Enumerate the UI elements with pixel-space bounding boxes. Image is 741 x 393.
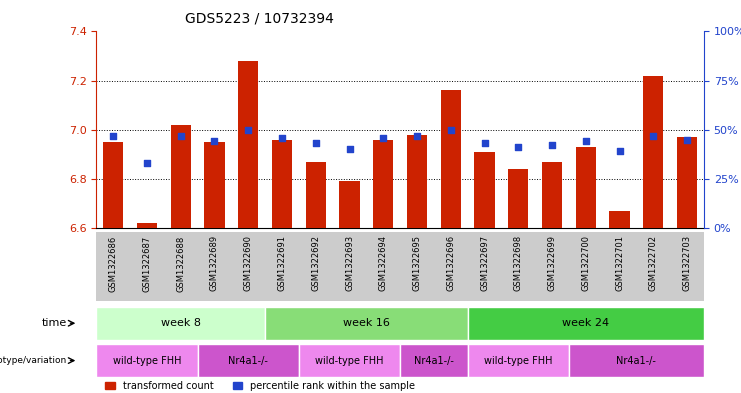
Text: GSM1322703: GSM1322703 (682, 235, 691, 292)
Text: GSM1322694: GSM1322694 (379, 235, 388, 291)
Text: time: time (41, 318, 67, 328)
Bar (643, 76, 663, 228)
Bar (508, 169, 528, 228)
Text: GSM1322687: GSM1322687 (142, 235, 151, 292)
Text: GSM1322699: GSM1322699 (548, 235, 556, 291)
Text: GSM1322701: GSM1322701 (615, 235, 624, 291)
Bar (407, 135, 427, 228)
Bar (205, 142, 225, 228)
Text: week 24: week 24 (562, 318, 609, 328)
Text: GSM1322691: GSM1322691 (277, 235, 287, 291)
Point (107, 132, 119, 139)
Bar (474, 152, 495, 228)
Text: GSM1322692: GSM1322692 (311, 235, 320, 291)
Text: GSM1322689: GSM1322689 (210, 235, 219, 292)
Point (681, 136, 693, 143)
Point (445, 127, 456, 133)
Point (310, 140, 322, 147)
Text: GSM1322697: GSM1322697 (480, 235, 489, 292)
Text: genotype/variation: genotype/variation (0, 356, 67, 365)
Point (648, 132, 659, 139)
Text: GSM1322702: GSM1322702 (649, 235, 658, 291)
Bar (137, 223, 157, 228)
Text: Nr4a1-/-: Nr4a1-/- (414, 356, 453, 365)
Text: GSM1322698: GSM1322698 (514, 235, 523, 292)
Bar (238, 61, 259, 228)
Point (614, 148, 625, 154)
Text: GSM1322700: GSM1322700 (581, 235, 591, 291)
Bar (576, 147, 596, 228)
Text: GSM1322688: GSM1322688 (176, 235, 185, 292)
Point (208, 138, 220, 145)
Point (242, 127, 254, 133)
Text: Nr4a1-/-: Nr4a1-/- (228, 356, 268, 365)
Text: week 8: week 8 (161, 318, 201, 328)
Point (512, 144, 524, 151)
Point (580, 138, 592, 145)
Bar (170, 125, 191, 228)
Bar (609, 211, 630, 228)
Text: GSM1322695: GSM1322695 (413, 235, 422, 291)
Point (377, 134, 389, 141)
Text: Nr4a1-/-: Nr4a1-/- (617, 356, 657, 365)
Text: GDS5223 / 10732394: GDS5223 / 10732394 (185, 12, 334, 26)
Text: week 16: week 16 (343, 318, 390, 328)
Bar (305, 162, 326, 228)
Bar (677, 137, 697, 228)
Text: wild-type FHH: wild-type FHH (315, 356, 384, 365)
Bar (373, 140, 393, 228)
Point (344, 146, 356, 152)
Point (276, 134, 288, 141)
Point (411, 132, 423, 139)
Bar (339, 181, 359, 228)
Bar (103, 142, 123, 228)
Text: GSM1322690: GSM1322690 (244, 235, 253, 291)
Text: GSM1322686: GSM1322686 (109, 235, 118, 292)
Text: wild-type FHH: wild-type FHH (113, 356, 182, 365)
Bar (441, 90, 461, 228)
Bar (542, 162, 562, 228)
Point (141, 160, 153, 166)
Text: GSM1322696: GSM1322696 (446, 235, 455, 292)
Point (175, 132, 187, 139)
Bar (272, 140, 292, 228)
Text: wild-type FHH: wild-type FHH (484, 356, 553, 365)
Point (546, 142, 558, 149)
Point (479, 140, 491, 147)
Text: GSM1322693: GSM1322693 (345, 235, 354, 292)
Legend: transformed count, percentile rank within the sample: transformed count, percentile rank withi… (102, 377, 419, 393)
